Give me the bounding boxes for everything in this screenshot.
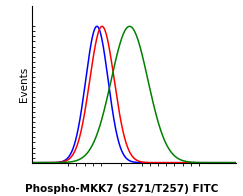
Text: Phospho-MKK7 (S271/T257) FITC: Phospho-MKK7 (S271/T257) FITC: [25, 184, 218, 194]
Y-axis label: Events: Events: [19, 67, 29, 102]
